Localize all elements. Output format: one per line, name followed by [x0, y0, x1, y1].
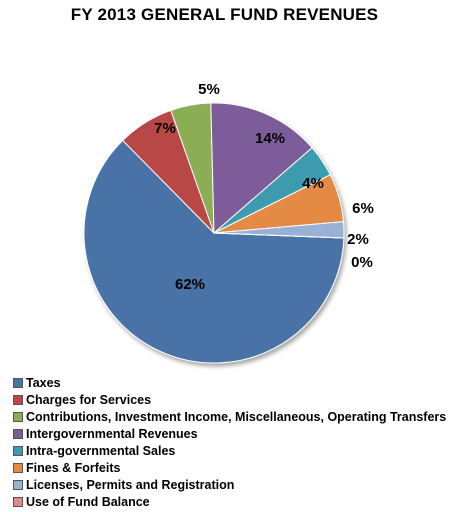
legend-item-intra-governmental-sales: Intra-governmental Sales: [13, 442, 446, 459]
chart-title: FY 2013 GENERAL FUND REVENUES: [70, 5, 379, 24]
legend-swatch: [13, 377, 23, 388]
legend-swatch: [13, 496, 23, 507]
legend-label: Licenses, Permits and Registration: [26, 477, 235, 492]
legend-swatch: [13, 411, 23, 422]
legend-item-licenses-permits-and-registration: Licenses, Permits and Registration: [13, 476, 446, 493]
legend: Taxes Charges for Services Contributions, …: [13, 374, 446, 510]
data-label-use-of-fund-balance: 0%: [351, 254, 373, 271]
legend-item-intergovernmental-revenues: Intergovernmental Revenues: [13, 425, 446, 442]
data-label-charges-for-services: 7%: [154, 120, 176, 137]
slice-intergovernmental-revenues: [210, 102, 313, 235]
legend-swatch: [13, 479, 23, 490]
legend-swatch: [13, 445, 23, 456]
legend-label: Use of Fund Balance: [26, 494, 150, 509]
data-label-licenses-permits-and-registration: 2%: [347, 231, 369, 248]
pie-chart: 62% 7% 5% 14% 4% 6% 2% 0%: [83, 81, 374, 364]
legend-item-contributions-investment-income-miscellaneous-operating-transfers: Contributions, Investment Income, Miscel…: [13, 408, 446, 425]
data-label-intra-governmental-sales: 4%: [302, 175, 324, 192]
data-label-intergovernmental-revenues: 14%: [255, 130, 285, 147]
legend-label: Taxes: [26, 375, 61, 390]
data-label-contributions-investment-income-miscellaneous-operating-transfers: 5%: [198, 81, 220, 98]
data-label-taxes: 62%: [175, 276, 205, 293]
data-label-fines-forfeits: 6%: [352, 200, 374, 217]
legend-label: Intra-governmental Sales: [26, 443, 176, 458]
legend-swatch: [13, 428, 23, 439]
slice-taxes: [83, 139, 345, 364]
legend-label: Contributions, Investment Income, Miscel…: [26, 409, 447, 424]
legend-label: Fines & Forfeits: [26, 460, 121, 475]
legend-item-taxes: Taxes: [13, 374, 446, 391]
legend-item-use-of-fund-balance: Use of Fund Balance: [13, 493, 446, 510]
legend-item-fines-forfeits: Fines & Forfeits: [13, 459, 446, 476]
legend-label: Intergovernmental Revenues: [26, 426, 198, 441]
legend-item-charges-for-services: Charges for Services: [13, 391, 446, 408]
legend-label: Charges for Services: [26, 392, 152, 407]
legend-swatch: [13, 394, 23, 405]
legend-swatch: [13, 462, 23, 473]
